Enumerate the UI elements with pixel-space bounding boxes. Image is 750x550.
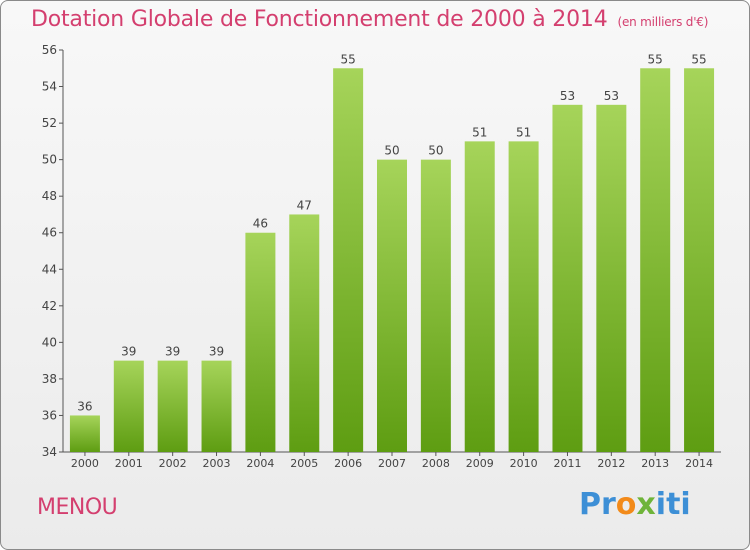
y-tick-label: 56	[42, 43, 57, 57]
bar	[640, 68, 671, 452]
x-tick-label: 2004	[246, 457, 274, 470]
x-tick-label: 2001	[115, 457, 143, 470]
chart-title-text: Dotation Globale de Fonctionnement de 20…	[31, 7, 608, 32]
bar	[420, 159, 451, 453]
bar	[377, 159, 407, 453]
y-tick-label: 36	[42, 408, 57, 422]
town-name: MENOU	[37, 495, 118, 520]
bar	[508, 141, 539, 452]
y-tick-label: 50	[42, 153, 57, 167]
x-tick-label: 2002	[159, 457, 187, 470]
bar-value-label: 55	[648, 52, 663, 66]
x-tick-label: 2005	[290, 457, 318, 470]
y-tick-label: 34	[42, 445, 57, 459]
bar-value-label: 51	[516, 125, 531, 139]
x-tick-label: 2011	[553, 457, 581, 470]
x-tick-label: 2007	[378, 457, 406, 470]
x-tick-label: 2013	[641, 457, 669, 470]
y-tick-label: 42	[42, 299, 57, 313]
bar-value-label: 50	[428, 144, 443, 158]
bar	[596, 104, 627, 453]
bar-value-label: 55	[340, 52, 355, 66]
bar-value-label: 53	[560, 89, 575, 103]
x-tick-label: 2009	[466, 457, 494, 470]
y-tick-label: 52	[42, 116, 57, 130]
bar-value-label: 46	[253, 217, 268, 231]
chart-title: Dotation Globale de Fonctionnement de 20…	[31, 7, 708, 32]
bar-value-label: 51	[472, 125, 487, 139]
bar-value-label: 55	[691, 52, 706, 66]
bar	[464, 141, 495, 452]
y-tick-label: 48	[42, 189, 57, 203]
chart-subtitle: (en milliers d'€)	[617, 15, 709, 29]
bar	[113, 360, 144, 452]
bar-value-label: 50	[384, 144, 399, 158]
x-tick-label: 2014	[685, 457, 713, 470]
y-tick-label: 54	[42, 80, 57, 94]
bar	[245, 232, 276, 452]
bar-value-label: 39	[209, 345, 224, 359]
x-tick-label: 2012	[597, 457, 625, 470]
proxiti-logo: Proxiti	[579, 487, 691, 522]
bar	[552, 104, 583, 453]
y-tick-label: 38	[42, 372, 57, 386]
x-tick-label: 2000	[71, 457, 99, 470]
x-tick-label: 2006	[334, 457, 362, 470]
bar-value-label: 36	[77, 399, 92, 413]
x-tick-label: 2010	[510, 457, 538, 470]
bar	[333, 68, 364, 452]
y-tick-label: 40	[42, 335, 57, 349]
bar-value-label: 53	[604, 89, 619, 103]
bar	[201, 360, 232, 452]
bar-value-label: 39	[121, 345, 136, 359]
x-tick-label: 2008	[422, 457, 450, 470]
y-tick-label: 44	[42, 262, 57, 276]
bar	[289, 214, 320, 452]
bar	[69, 415, 100, 452]
bar	[684, 68, 715, 452]
bar-value-label: 39	[165, 345, 180, 359]
bar	[157, 360, 188, 452]
x-tick-label: 2003	[203, 457, 231, 470]
y-tick-label: 46	[42, 226, 57, 240]
bar-value-label: 47	[297, 198, 312, 212]
